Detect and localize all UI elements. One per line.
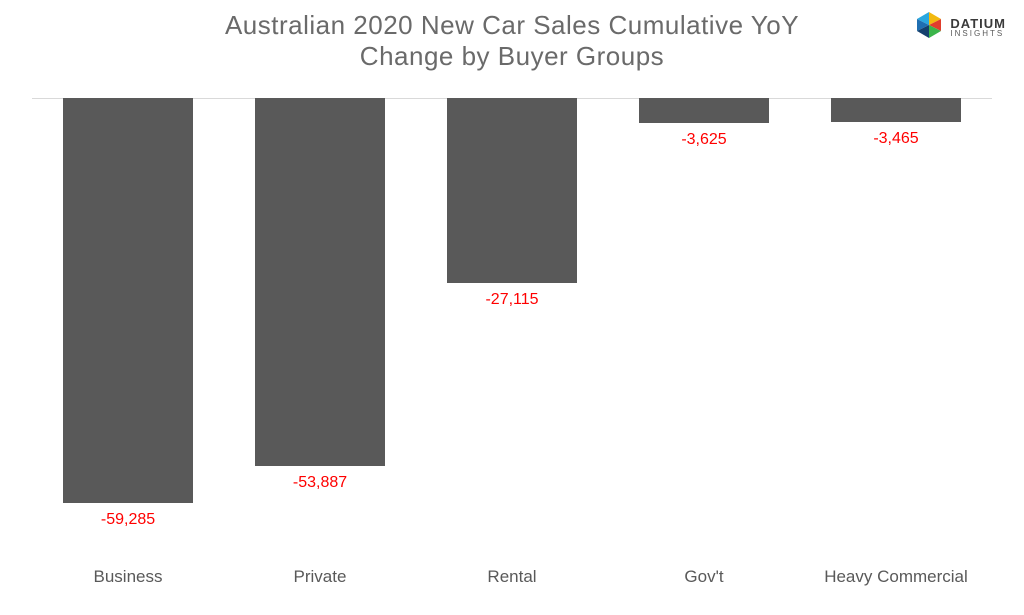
bar-value-label: -27,115 <box>485 291 538 309</box>
chart-title: Australian 2020 New Car Sales Cumulative… <box>0 0 1024 72</box>
logo-sub-text: INSIGHTS <box>950 30 1006 38</box>
bar <box>831 98 962 122</box>
bar-value-label: -3,465 <box>873 130 918 148</box>
bar-value-label: -59,285 <box>101 511 155 529</box>
chart-title-line-2: Change by Buyer Groups <box>0 41 1024 72</box>
plot-area: -59,285 -53,887 -27,115 -3,625 -3,465 <box>32 98 992 528</box>
logo-icon <box>914 10 944 45</box>
x-axis-label: Heavy Commercial <box>800 567 992 587</box>
bar-value-label: -53,887 <box>293 474 347 492</box>
chart-title-line-1: Australian 2020 New Car Sales Cumulative… <box>0 10 1024 41</box>
bar-slot: -53,887 <box>224 98 416 528</box>
bar <box>255 98 386 466</box>
bar <box>63 98 194 503</box>
bar <box>447 98 578 283</box>
x-axis-label: Private <box>224 567 416 587</box>
bars-row: -59,285 -53,887 -27,115 -3,625 -3,465 <box>32 98 992 528</box>
bar-slot: -27,115 <box>416 98 608 528</box>
bar <box>639 98 770 123</box>
x-axis-label: Business <box>32 567 224 587</box>
x-axis-label: Gov't <box>608 567 800 587</box>
bar-slot: -59,285 <box>32 98 224 528</box>
chart-container: Australian 2020 New Car Sales Cumulative… <box>0 0 1024 615</box>
x-axis-label: Rental <box>416 567 608 587</box>
bar-slot: -3,625 <box>608 98 800 528</box>
brand-logo: DATIUM INSIGHTS <box>914 10 1006 45</box>
bar-value-label: -3,625 <box>681 131 726 149</box>
bar-slot: -3,465 <box>800 98 992 528</box>
x-axis: BusinessPrivateRentalGov'tHeavy Commerci… <box>32 567 992 587</box>
